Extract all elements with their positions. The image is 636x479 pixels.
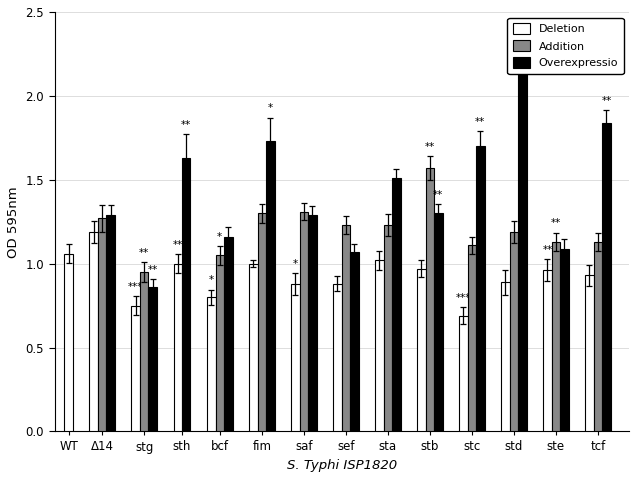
Text: **: **	[601, 96, 612, 106]
Bar	[333, 284, 342, 432]
Legend: Deletion, Addition, Overexpressio: Deletion, Addition, Overexpressio	[508, 18, 623, 74]
Text: *: *	[209, 275, 214, 285]
Text: ***: ***	[515, 33, 530, 43]
Bar	[64, 253, 73, 432]
Text: **: **	[433, 190, 443, 200]
Text: **: **	[139, 248, 149, 258]
Bar	[249, 263, 258, 432]
Text: **: **	[475, 117, 485, 127]
Text: **: **	[543, 245, 553, 255]
Bar	[308, 215, 317, 432]
Bar	[174, 263, 182, 432]
Bar	[384, 225, 392, 432]
Bar	[266, 141, 275, 432]
Bar	[207, 297, 216, 432]
Text: ***: ***	[455, 293, 471, 303]
Bar	[518, 64, 527, 432]
Text: **: **	[172, 240, 183, 250]
Bar	[216, 255, 224, 432]
Bar	[467, 245, 476, 432]
Bar	[291, 284, 300, 432]
Text: **: **	[551, 218, 561, 228]
Bar	[476, 146, 485, 432]
Text: **: **	[425, 142, 435, 152]
Text: **: **	[181, 120, 191, 130]
Text: *: *	[218, 232, 223, 242]
Bar	[602, 123, 611, 432]
Bar	[543, 270, 551, 432]
Bar	[459, 316, 467, 432]
Bar	[501, 282, 509, 432]
Bar	[258, 213, 266, 432]
Bar	[342, 225, 350, 432]
Bar	[509, 232, 518, 432]
Bar	[585, 275, 593, 432]
Bar	[593, 242, 602, 432]
Bar	[140, 272, 148, 432]
Bar	[106, 215, 115, 432]
Text: **: **	[148, 264, 158, 274]
Bar	[148, 287, 157, 432]
X-axis label: S. Typhi ISP1820: S. Typhi ISP1820	[287, 459, 397, 472]
Bar	[224, 237, 233, 432]
Bar	[560, 249, 569, 432]
Text: *: *	[293, 259, 298, 269]
Bar	[392, 178, 401, 432]
Bar	[300, 212, 308, 432]
Bar	[350, 252, 359, 432]
Bar	[182, 158, 191, 432]
Bar	[90, 232, 98, 432]
Y-axis label: OD 595nm: OD 595nm	[7, 186, 20, 258]
Bar	[98, 218, 106, 432]
Text: ***: ***	[511, 26, 528, 36]
Text: *: *	[268, 103, 273, 114]
Bar	[434, 213, 443, 432]
Bar	[425, 168, 434, 432]
Bar	[132, 306, 140, 432]
Bar	[551, 242, 560, 432]
Bar	[375, 260, 384, 432]
Text: ***: ***	[128, 282, 144, 292]
Bar	[417, 269, 425, 432]
